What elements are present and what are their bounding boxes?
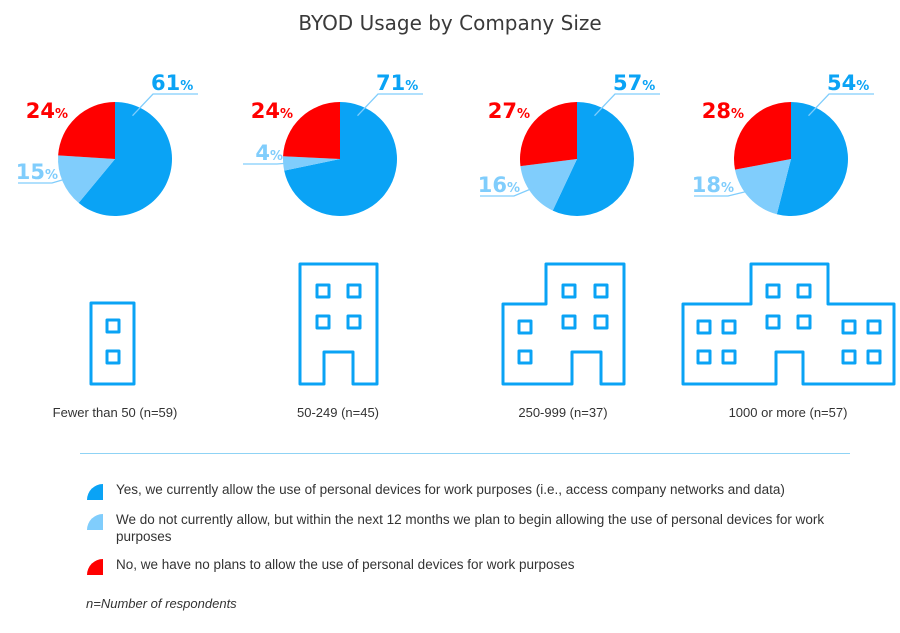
leader-line-plan: [18, 175, 76, 184]
legend-divider: [80, 453, 850, 454]
data-label-plan: 15%: [16, 160, 58, 184]
legend-label: No, we have no plans to allow the use of…: [116, 557, 575, 572]
category-label: 250-999 (n=37): [518, 405, 608, 420]
data-label-yes: 61%: [151, 71, 193, 95]
legend-label: We do not currently allow, but within th…: [116, 512, 825, 544]
pie-charts: 61% 24% 15% 71% 24% 4% 57% 27% 16% 54% 28% 18%: [16, 71, 874, 217]
pie-slice-plan: [58, 155, 115, 203]
data-label-yes: 71%: [376, 71, 418, 95]
pie-slice-plan: [283, 156, 340, 171]
pie-slice-yes: [284, 102, 397, 216]
pie-slice-icon: [87, 559, 103, 575]
legend-label: Yes, we currently allow the use of perso…: [116, 482, 785, 497]
pie-slice-yes: [552, 102, 634, 216]
tall-building-icon: [298, 262, 379, 386]
pie-slice-icon: [87, 484, 103, 500]
pie-slice-no: [520, 102, 577, 167]
pie-slice-no: [734, 102, 791, 170]
pie-slice-no: [58, 102, 115, 159]
leader-line-plan: [694, 187, 760, 197]
category-label: Fewer than 50 (n=59): [52, 405, 178, 420]
pie-slice-plan: [735, 159, 791, 215]
building-icons: [89, 262, 896, 386]
leader-line-plan: [480, 183, 543, 197]
data-label-no: 24%: [251, 99, 293, 123]
pie-slice-no: [283, 102, 340, 159]
category-label: 1000 or more (n=57): [728, 405, 848, 420]
medium-building-icon: [501, 262, 626, 386]
leader-line-yes: [808, 93, 874, 117]
small-building-icon: [89, 301, 136, 386]
footnote: n=Number of respondents: [86, 596, 237, 611]
data-label-no: 24%: [26, 99, 68, 123]
leader-line-yes: [132, 93, 198, 117]
pie-slice-yes: [776, 102, 848, 216]
data-label-yes: 57%: [613, 71, 655, 95]
chart-title: BYOD Usage by Company Size: [298, 11, 602, 35]
data-label-plan: 18%: [692, 173, 734, 197]
leader-line-yes: [594, 93, 660, 117]
pie-slice-icon: [87, 514, 103, 530]
data-label-no: 28%: [702, 99, 744, 123]
data-label-no: 27%: [488, 99, 530, 123]
data-label-plan: 16%: [478, 173, 520, 197]
category-label: 50-249 (n=45): [296, 405, 380, 420]
data-label-plan: 4%: [255, 141, 283, 165]
leader-line-plan: [243, 161, 298, 165]
leader-line-yes: [357, 93, 423, 117]
pie-slice-yes: [78, 102, 172, 217]
large-building-icon: [681, 262, 896, 386]
data-label-yes: 54%: [827, 71, 869, 95]
pie-slice-plan: [520, 159, 577, 211]
